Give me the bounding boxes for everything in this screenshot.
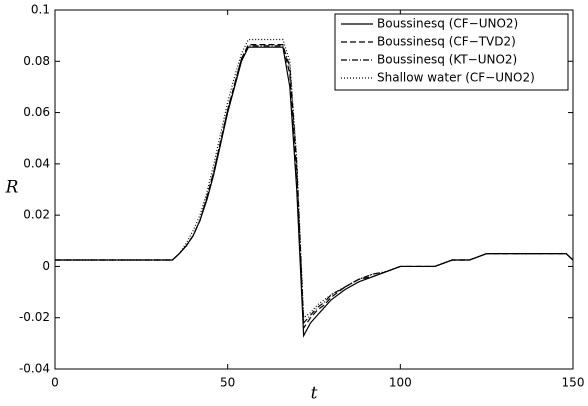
legend-label: Boussinesq (KT−UNO2) (377, 53, 517, 67)
y-tick-label: 0 (42, 259, 50, 273)
y-tick-label: -0.04 (19, 362, 50, 376)
x-axis-label: t (311, 384, 318, 404)
x-tick-label: 150 (562, 376, 585, 390)
legend-label: Boussinesq (CF−TVD2) (377, 35, 516, 49)
x-tick-label: 50 (220, 376, 235, 390)
legend-label: Boussinesq (CF−UNO2) (377, 17, 518, 31)
x-tick-label: 0 (51, 376, 59, 390)
legend-label: Shallow water (CF−UNO2) (377, 71, 535, 85)
y-tick-label: 0.04 (23, 156, 50, 170)
y-tick-label: 0.02 (23, 208, 50, 222)
x-tick-label: 100 (389, 376, 412, 390)
y-tick-label: 0.1 (31, 3, 50, 17)
y-tick-label: 0.08 (23, 54, 50, 68)
y-axis-label: R (5, 178, 19, 198)
y-tick-label: -0.02 (19, 310, 50, 324)
y-tick-label: 0.06 (23, 105, 50, 119)
series-line (55, 38, 574, 319)
legend-box (334, 13, 569, 91)
